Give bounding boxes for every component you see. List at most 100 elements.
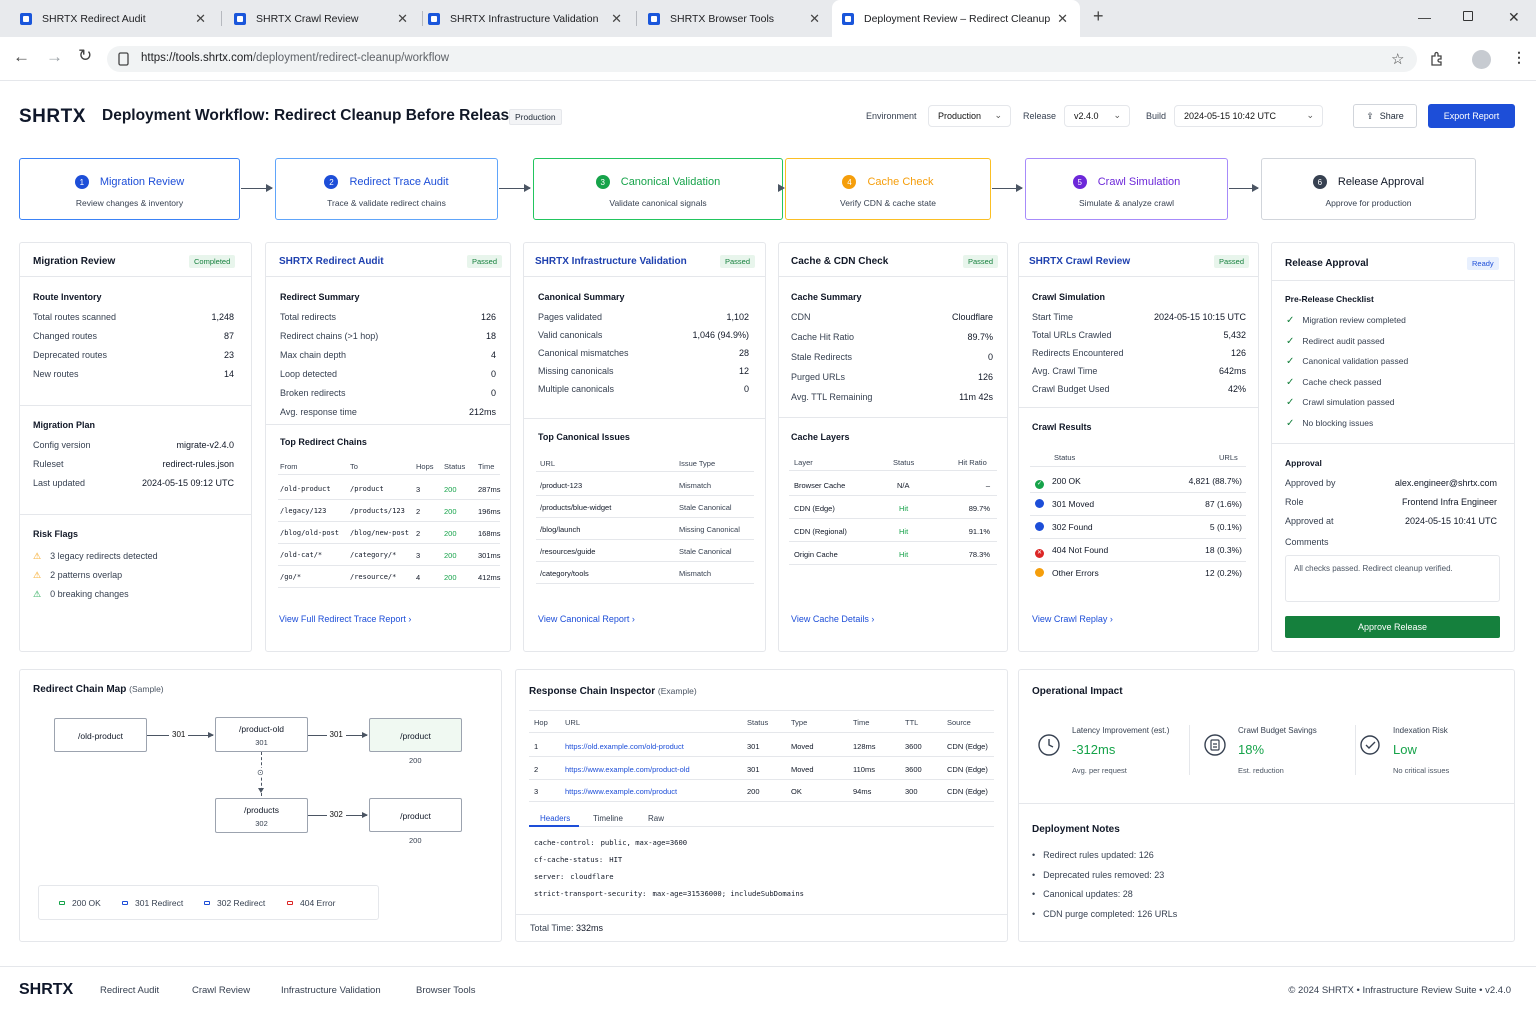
close-tab-icon[interactable]: ✕ xyxy=(809,10,820,26)
row-value: 12 xyxy=(738,366,749,376)
warning-icon: ⚠ xyxy=(33,589,42,599)
view-cache-details-link[interactable]: View Cache Details › xyxy=(791,614,875,624)
table-cell[interactable]: /old-cat/* xyxy=(280,551,323,559)
chain-edge-label: 301 xyxy=(169,730,189,739)
legend-label: 404 Error xyxy=(300,898,336,908)
inspector-tab-headers[interactable]: Headers xyxy=(540,814,571,823)
impact-metric-value: -312ms xyxy=(1072,742,1116,757)
release-select[interactable]: v2.4.0 ⌄ xyxy=(1064,105,1130,127)
row-value: 0 xyxy=(987,352,993,362)
close-window-icon[interactable]: ✕ xyxy=(1508,9,1520,25)
browser-tab[interactable]: SHRTX Crawl Review ✕ xyxy=(224,0,420,37)
footer-link[interactable]: Crawl Review xyxy=(192,985,251,996)
row-key: Total URLs Crawled xyxy=(1032,330,1112,340)
table-cell[interactable]: /old-product xyxy=(280,485,331,493)
tab-title: SHRTX Infrastructure Validation xyxy=(450,12,599,25)
divider xyxy=(529,778,994,780)
row-value: 42% xyxy=(1227,384,1246,394)
chain-node[interactable]: /products 302 xyxy=(215,798,308,833)
workflow-step-5[interactable]: 5 Crawl Simulation Simulate & analyze craw… xyxy=(1025,158,1228,220)
inspector-tab-timeline[interactable]: Timeline xyxy=(593,814,623,823)
footer-link[interactable]: Redirect Audit xyxy=(100,985,160,996)
close-tab-icon[interactable]: ✕ xyxy=(195,10,206,26)
build-select[interactable]: 2024-05-15 10:42 UTC ⌄ xyxy=(1174,105,1323,127)
hop-url-link[interactable]: https://www.example.com/product xyxy=(565,787,678,796)
workflow-step-3[interactable]: 3 Canonical Validation Validate canonical … xyxy=(533,158,783,220)
table-cell[interactable]: /resource/* xyxy=(350,573,397,581)
issue-url[interactable]: /product-123 xyxy=(540,481,583,490)
deployment-note: • Redirect rules updated: 126 xyxy=(1032,850,1154,860)
new-tab-icon[interactable]: + xyxy=(1093,6,1104,26)
view-canonical-report-link[interactable]: View Canonical Report › xyxy=(538,614,635,624)
close-tab-icon[interactable]: ✕ xyxy=(1057,10,1068,26)
table-cell[interactable]: /blog/old-post xyxy=(280,529,340,537)
step-arrow xyxy=(992,184,1023,192)
app-logo[interactable]: SHRTX xyxy=(19,106,86,127)
chain-node[interactable]: /product xyxy=(369,798,462,832)
workflow-step-6[interactable]: 6 Release Approval Approve for production xyxy=(1261,158,1476,220)
cache-status: N/A xyxy=(897,481,910,490)
release-label: Release xyxy=(1023,111,1057,121)
hop-url-link[interactable]: https://old.example.com/old-product xyxy=(565,742,684,751)
chain-node[interactable]: /product xyxy=(369,718,462,752)
workflow-step-2[interactable]: 2 Redirect Trace Audit Trace & validate re… xyxy=(275,158,498,220)
back-icon[interactable]: ← xyxy=(13,47,30,66)
chain-node[interactable]: /product-old 301 xyxy=(215,717,308,752)
browser-tab[interactable]: SHRTX Browser Tools ✕ xyxy=(638,0,832,37)
close-tab-icon[interactable]: ✕ xyxy=(397,10,408,26)
approve-release-button[interactable]: Approve Release xyxy=(1285,616,1500,638)
profile-avatar[interactable] xyxy=(1472,50,1491,69)
checklist-item: ✓ Canonical validation passed xyxy=(1286,356,1408,367)
footer-link[interactable]: Infrastructure Validation xyxy=(281,985,381,996)
step-subtitle: Trace & validate redirect chains xyxy=(327,198,446,208)
row-key: Valid canonicals xyxy=(538,330,603,340)
table-cell[interactable]: /legacy/123 xyxy=(280,507,327,515)
row-value: Cloudflare xyxy=(951,312,993,322)
browser-tab-active[interactable]: Deployment Review – Redirect Cleanup ✕ xyxy=(832,0,1080,37)
url-bar[interactable] xyxy=(107,46,1417,72)
view-redirect-trace-link[interactable]: View Full Redirect Trace Report › xyxy=(279,614,412,624)
chain-node[interactable]: /old-product xyxy=(54,718,147,752)
hop-url-link[interactable]: https://www.example.com/product-old xyxy=(565,764,690,774)
clock-icon xyxy=(1037,733,1061,757)
footer-logo[interactable]: SHRTX xyxy=(19,981,74,998)
page-info-icon[interactable] xyxy=(118,52,129,66)
row-value: 1,046 (94.9%) xyxy=(692,330,749,340)
issue-url[interactable]: /category/tools xyxy=(540,569,589,578)
url-text[interactable]: https://tools.shrtx.com/deployment/redir… xyxy=(141,52,449,64)
table-cell[interactable]: /go/* xyxy=(280,573,302,581)
browser-tab[interactable]: SHRTX Redirect Audit ✕ xyxy=(10,0,218,37)
comments-textarea[interactable]: All checks passed. Redirect cleanup veri… xyxy=(1285,555,1500,602)
extensions-icon[interactable] xyxy=(1429,51,1445,67)
issue-url[interactable]: /products/blue-widget xyxy=(540,503,612,512)
table-cell: 3600 xyxy=(905,764,922,774)
row-key: Purged URLs xyxy=(791,372,846,382)
forward-icon[interactable]: → xyxy=(46,47,63,66)
bookmark-star-icon[interactable]: ☆ xyxy=(1391,51,1405,68)
workflow-step-4[interactable]: 4 Cache Check Verify CDN & cache state xyxy=(785,158,991,220)
workflow-step-1[interactable]: 1 Migration Review Review changes & invent… xyxy=(19,158,240,220)
table-cell[interactable]: /products/123 xyxy=(350,507,405,515)
footer-link[interactable]: Browser Tools xyxy=(416,985,476,996)
reload-icon[interactable]: ↻ xyxy=(78,46,93,65)
environment-select[interactable]: Production ⌄ xyxy=(928,105,1011,127)
share-label: Share xyxy=(1379,111,1404,121)
row-key: Multiple canonicals xyxy=(538,384,615,394)
share-button[interactable]: ⇪ Share xyxy=(1353,104,1417,128)
issue-url[interactable]: /blog/launch xyxy=(540,525,581,534)
table-cell[interactable]: /category/* xyxy=(350,551,397,559)
view-crawl-replay-link[interactable]: View Crawl Replay › xyxy=(1032,614,1113,624)
cache-summary-row: Stale Redirects 0 xyxy=(791,352,993,362)
browser-tab[interactable]: SHRTX Infrastructure Validation ✕ xyxy=(418,0,634,37)
issue-url[interactable]: /resources/guide xyxy=(540,547,596,556)
step-subtitle: Validate canonical signals xyxy=(609,198,707,208)
close-tab-icon[interactable]: ✕ xyxy=(611,10,622,26)
table-cell[interactable]: /product xyxy=(350,485,384,493)
table-cell[interactable]: /blog/new-post xyxy=(350,529,410,537)
inspector-tab-raw[interactable]: Raw xyxy=(648,814,665,823)
export-report-button[interactable]: Export Report xyxy=(1428,104,1515,128)
browser-menu-icon[interactable]: ⋮ xyxy=(1512,49,1526,65)
issue-type: Mismatch xyxy=(679,481,712,490)
minimize-icon[interactable]: — xyxy=(1418,10,1431,25)
maximize-icon[interactable] xyxy=(1463,11,1473,21)
